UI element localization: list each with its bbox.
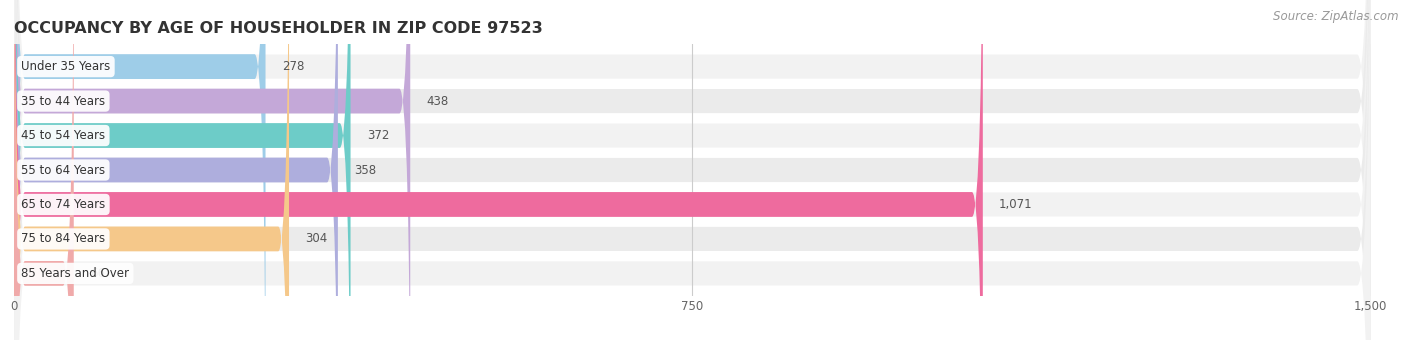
Text: 66: 66	[90, 267, 105, 280]
FancyBboxPatch shape	[14, 0, 1371, 340]
Text: 75 to 84 Years: 75 to 84 Years	[21, 233, 105, 245]
Text: 358: 358	[354, 164, 377, 176]
FancyBboxPatch shape	[14, 0, 983, 340]
Text: Source: ZipAtlas.com: Source: ZipAtlas.com	[1274, 10, 1399, 23]
Text: 35 to 44 Years: 35 to 44 Years	[21, 95, 105, 107]
FancyBboxPatch shape	[14, 0, 1371, 340]
FancyBboxPatch shape	[14, 0, 350, 340]
Text: 1,071: 1,071	[1000, 198, 1033, 211]
FancyBboxPatch shape	[14, 0, 1371, 340]
FancyBboxPatch shape	[14, 0, 266, 340]
Text: 65 to 74 Years: 65 to 74 Years	[21, 198, 105, 211]
FancyBboxPatch shape	[14, 0, 1371, 340]
FancyBboxPatch shape	[14, 0, 1371, 340]
FancyBboxPatch shape	[14, 0, 1371, 340]
FancyBboxPatch shape	[14, 0, 337, 340]
FancyBboxPatch shape	[14, 0, 411, 340]
Text: 55 to 64 Years: 55 to 64 Years	[21, 164, 105, 176]
Text: 85 Years and Over: 85 Years and Over	[21, 267, 129, 280]
Text: 438: 438	[426, 95, 449, 107]
Text: Under 35 Years: Under 35 Years	[21, 60, 111, 73]
FancyBboxPatch shape	[14, 0, 290, 340]
Text: 45 to 54 Years: 45 to 54 Years	[21, 129, 105, 142]
FancyBboxPatch shape	[14, 0, 1371, 340]
Text: 372: 372	[367, 129, 389, 142]
FancyBboxPatch shape	[14, 0, 73, 340]
Text: 278: 278	[281, 60, 304, 73]
Text: 304: 304	[305, 233, 328, 245]
Text: OCCUPANCY BY AGE OF HOUSEHOLDER IN ZIP CODE 97523: OCCUPANCY BY AGE OF HOUSEHOLDER IN ZIP C…	[14, 21, 543, 36]
